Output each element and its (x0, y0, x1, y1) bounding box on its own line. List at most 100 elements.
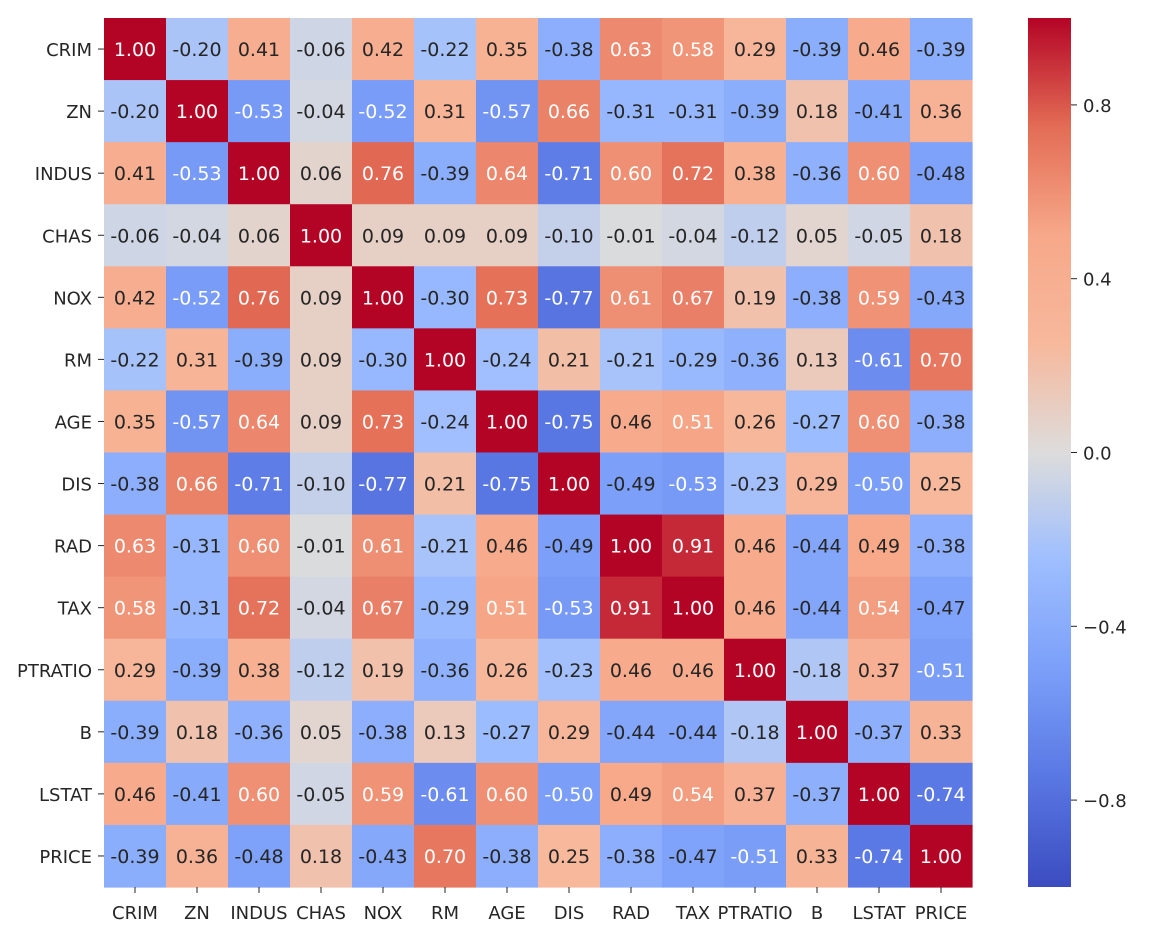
heatmap-cell (662, 204, 725, 267)
y-tick-label: NOX (53, 288, 92, 309)
cell-value-label: 0.18 (176, 722, 218, 744)
cell-value-label: 0.59 (362, 784, 404, 806)
heatmap-cell (352, 390, 415, 454)
heatmap-cell (414, 266, 477, 329)
cell-value-label: 0.60 (858, 411, 900, 433)
cell-value-label: 0.46 (114, 784, 156, 806)
cell-value-label: -0.48 (234, 846, 283, 868)
heatmap-cell (104, 452, 167, 516)
heatmap-cell (290, 762, 353, 826)
cell-value-label: -0.37 (854, 722, 903, 744)
cell-value-label: -0.75 (482, 474, 531, 496)
heatmap-cell (848, 266, 911, 329)
heatmap-cell (662, 142, 725, 205)
cell-value-label: -0.20 (110, 101, 159, 123)
cell-value-label: -0.22 (420, 39, 469, 61)
heatmap-cell (228, 266, 291, 329)
heatmap-cell (228, 638, 291, 702)
cell-value-label: -0.39 (420, 163, 469, 185)
heatmap-cell (538, 18, 601, 81)
cell-value-label: 0.59 (858, 287, 900, 309)
cell-value-label: 0.09 (424, 225, 466, 247)
heatmap-cell (104, 514, 167, 578)
cell-value-label: 0.91 (672, 536, 714, 558)
heatmap-cell (848, 514, 911, 578)
heatmap-cell (414, 638, 477, 702)
colorbar-tick-label: 0.4 (1083, 270, 1112, 291)
cell-value-label: 0.49 (858, 536, 900, 558)
heatmap-cell (910, 266, 973, 329)
cell-value-label: 1.00 (734, 660, 776, 682)
heatmap-cell (476, 514, 539, 578)
cell-value-label: 0.70 (424, 846, 466, 868)
cell-value-label: -0.50 (854, 474, 903, 496)
cell-value-label: 0.54 (672, 784, 714, 806)
heatmap-cell (910, 18, 973, 81)
heatmap-cell (538, 824, 601, 888)
cell-value-label: 0.19 (734, 287, 776, 309)
colorbar: 0.8 0.4 0.0 −0.4 −0.8 (1028, 18, 1127, 887)
cell-value-label: 1.00 (920, 846, 962, 868)
heatmap-cell (786, 18, 849, 81)
cell-value-label: 0.29 (548, 722, 590, 744)
x-tick-label: AGE (488, 903, 525, 924)
heatmap-cell (662, 514, 725, 578)
cell-value-label: 1.00 (424, 349, 466, 371)
cell-value-label: -0.39 (916, 39, 965, 61)
cell-value-label: -0.29 (668, 349, 717, 371)
heatmap-cell (662, 390, 725, 454)
cell-value-label: 0.60 (610, 163, 652, 185)
cell-value-label: 0.18 (796, 101, 838, 123)
heatmap-cell (166, 576, 229, 640)
heatmap-cell (662, 80, 725, 143)
heatmap-cell (166, 80, 229, 143)
heatmap-cell (228, 328, 291, 392)
heatmap-cell (910, 80, 973, 143)
heatmap-cell (600, 204, 663, 267)
cell-value-label: 0.29 (796, 474, 838, 496)
cell-value-label: -0.48 (916, 163, 965, 185)
heatmap-cell (848, 328, 911, 392)
heatmap-cell (662, 328, 725, 392)
x-tick-label: PRICE (915, 903, 968, 924)
heatmap-cell (352, 80, 415, 143)
cell-value-label: -0.39 (110, 846, 159, 868)
cell-value-label: -0.57 (172, 411, 221, 433)
cell-value-label: 0.09 (300, 349, 342, 371)
cell-value-label: 0.13 (796, 349, 838, 371)
heatmap-cell (228, 390, 291, 454)
cell-value-label: 0.46 (610, 411, 652, 433)
y-tick-label: DIS (61, 475, 92, 496)
cell-value-label: 0.29 (114, 660, 156, 682)
heatmap-cell (352, 328, 415, 392)
cell-value-label: -0.21 (606, 349, 655, 371)
cell-value-label: -0.75 (544, 411, 593, 433)
heatmap-cell (538, 142, 601, 205)
cell-value-label: 0.60 (858, 163, 900, 185)
cell-value-label: -0.38 (792, 287, 841, 309)
cell-value-label: 0.06 (300, 163, 342, 185)
cell-value-label: 1.00 (858, 784, 900, 806)
heatmap-cell (600, 266, 663, 329)
heatmap-cell (600, 762, 663, 826)
heatmap-cell (600, 514, 663, 578)
cell-value-label: 0.21 (424, 474, 466, 496)
heatmap-cell (724, 824, 787, 888)
heatmap-cell (166, 700, 229, 764)
y-tick-label: CRIM (46, 40, 92, 61)
x-tick-label: B (811, 903, 823, 924)
cell-value-label: 0.26 (486, 660, 528, 682)
cell-value-label: -0.04 (296, 101, 345, 123)
cell-value-label: -0.20 (172, 39, 221, 61)
x-tick-label: PTRATIO (717, 903, 792, 924)
cell-value-label: -0.74 (916, 784, 965, 806)
heatmap-cell (290, 80, 353, 143)
cell-value-label: 0.58 (114, 598, 156, 620)
heatmap-cell (786, 328, 849, 392)
cell-value-label: -0.31 (172, 598, 221, 620)
heatmap-cells: 1.00 -0.20 0.41 -0.06 0.42 -0.22 0.35 -0.38 0.63… (104, 18, 973, 888)
heatmap-cell (724, 18, 787, 81)
heatmap-cell (600, 80, 663, 143)
heatmap-cell (414, 204, 477, 267)
heatmap-cell (786, 576, 849, 640)
